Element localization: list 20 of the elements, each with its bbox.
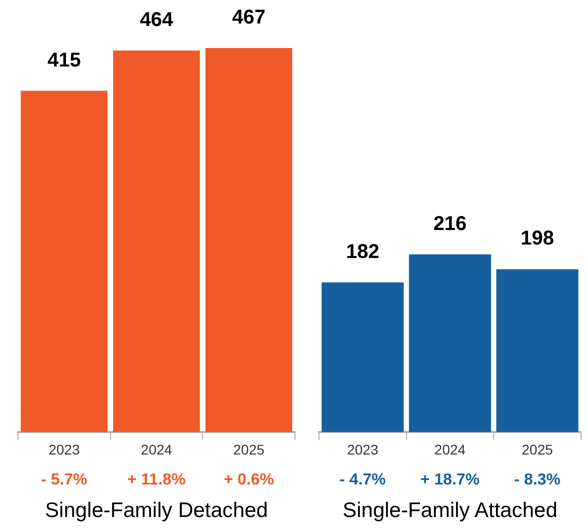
text: + 0.6% bbox=[224, 471, 274, 488]
data-label: 467 bbox=[232, 6, 266, 29]
x-tick-label: 2023 bbox=[48, 441, 80, 458]
data-label: 198 bbox=[520, 228, 554, 250]
x-axis-title: Single-Family Detached bbox=[45, 499, 268, 522]
text: + 18.7% bbox=[420, 471, 480, 488]
x-tick-label: 2025 bbox=[233, 441, 265, 458]
x-tick-label: 2024 bbox=[140, 441, 172, 458]
data-label: 464 bbox=[140, 8, 174, 31]
text: - 5.7% bbox=[41, 471, 88, 488]
x-tick-label: 2024 bbox=[434, 441, 466, 458]
x-axis-title: Single-Family Attached bbox=[342, 499, 558, 522]
text: - 8.3% bbox=[514, 471, 560, 488]
data-label: 216 bbox=[433, 212, 467, 235]
data-label: 415 bbox=[47, 49, 81, 72]
data-label: 182 bbox=[346, 240, 380, 263]
text: + 11.8% bbox=[127, 471, 186, 488]
x-tick-label: 2023 bbox=[347, 441, 378, 458]
x-tick-label: 2025 bbox=[522, 441, 554, 458]
text: - 4.7% bbox=[340, 471, 386, 488]
